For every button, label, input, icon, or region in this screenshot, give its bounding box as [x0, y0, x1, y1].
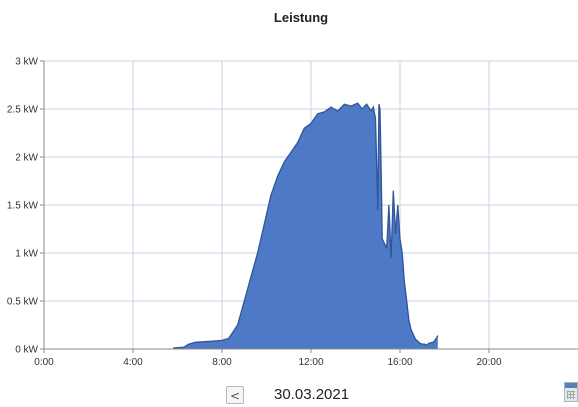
x-tick-label: 0:00	[34, 357, 54, 368]
y-tick-label: 1.5 kW	[7, 201, 39, 212]
y-tick-label: 3 kW	[15, 57, 38, 68]
previous-day-button[interactable]: <	[226, 386, 244, 404]
y-tick-label: 2 kW	[15, 153, 38, 164]
x-tick-label: 4:00	[123, 357, 143, 368]
date-navigator: < 30.03.2021	[0, 380, 578, 407]
y-tick-label: 0 kW	[15, 345, 38, 356]
x-tick-label: 8:00	[212, 357, 232, 368]
y-tick-label: 0.5 kW	[7, 297, 39, 308]
chart-title: Leistung	[274, 10, 328, 25]
x-tick-label: 20:00	[476, 357, 501, 368]
chart: Leistung 0 kW 0.5 kW 1 kW 1.5 kW 2 kW 2.5 kW 3…	[7, 10, 578, 368]
series-area	[173, 103, 438, 349]
x-tick-label: 12:00	[298, 357, 323, 368]
series-line	[173, 102, 439, 349]
y-tick-label: 1 kW	[15, 249, 38, 260]
calendar-icon[interactable]	[564, 382, 578, 402]
y-tick-label: 2.5 kW	[7, 105, 39, 116]
date-label: 30.03.2021	[274, 386, 350, 403]
x-tick-label: 16:00	[387, 357, 412, 368]
